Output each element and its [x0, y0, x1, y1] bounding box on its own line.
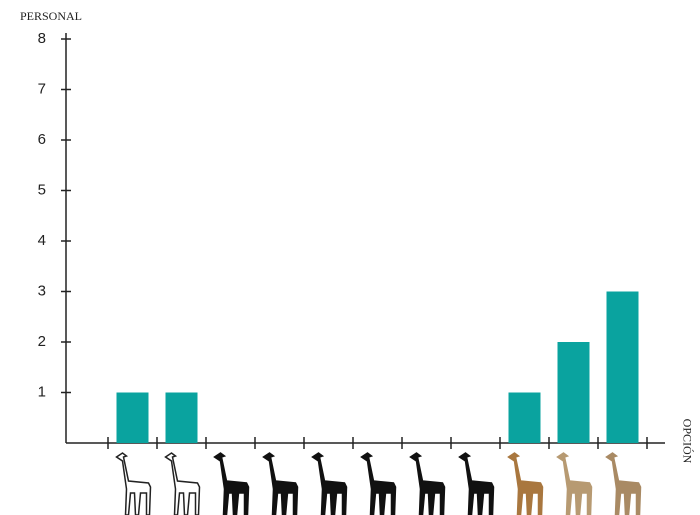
- y-tick-label: 5: [38, 181, 46, 198]
- giraffe-icon: [213, 452, 250, 515]
- giraffe-icon: [507, 452, 544, 515]
- y-tick-label: 7: [38, 80, 46, 97]
- giraffe-icon: [164, 452, 201, 515]
- y-tick-label: 3: [38, 282, 46, 299]
- y-tick-label: 2: [38, 333, 46, 350]
- giraffe-icon: [556, 452, 593, 515]
- giraffe-icon: [605, 452, 642, 515]
- y-axis-label: PERSONAL: [20, 9, 82, 23]
- giraffe-icon: [458, 452, 495, 515]
- giraffe-icon: [311, 452, 348, 515]
- giraffe-icon: [360, 452, 397, 515]
- giraffe-icon: [262, 452, 299, 515]
- bar: [165, 392, 198, 443]
- bar: [557, 342, 590, 443]
- y-tick-label: 4: [38, 232, 46, 249]
- y-tick-label: 8: [38, 30, 46, 47]
- y-tick-label: 1: [38, 383, 46, 400]
- x-axis-label: OPCIÓN: [680, 419, 694, 464]
- bar: [606, 291, 639, 443]
- giraffe-icon: [115, 452, 152, 515]
- bar: [508, 392, 541, 443]
- bar: [116, 392, 149, 443]
- y-tick-label: 6: [38, 131, 46, 148]
- giraffe-icon: [409, 452, 446, 515]
